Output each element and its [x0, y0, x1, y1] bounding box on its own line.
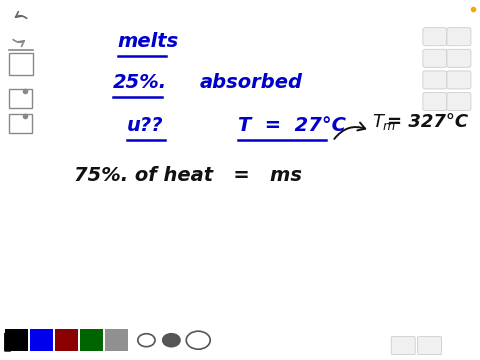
Text: 75%. of heat   =   ms: 75%. of heat = ms: [74, 166, 302, 185]
FancyBboxPatch shape: [447, 49, 471, 67]
Text: 25%.: 25%.: [113, 73, 167, 92]
Bar: [55, 329, 78, 351]
Circle shape: [163, 334, 180, 347]
FancyBboxPatch shape: [447, 28, 471, 46]
Text: = 327°C: = 327°C: [387, 113, 468, 131]
Bar: [80, 329, 103, 351]
Text: u??: u??: [127, 116, 164, 135]
FancyBboxPatch shape: [423, 28, 447, 46]
FancyBboxPatch shape: [418, 337, 442, 355]
FancyBboxPatch shape: [423, 49, 447, 67]
Text: $T_m$: $T_m$: [372, 112, 396, 132]
FancyBboxPatch shape: [423, 93, 447, 111]
FancyArrowPatch shape: [334, 122, 365, 139]
Bar: [105, 329, 128, 351]
Bar: [30, 329, 53, 351]
Text: T  =  27°C: T = 27°C: [238, 116, 346, 135]
Bar: [9, 114, 32, 133]
Bar: [5, 329, 28, 351]
Bar: [9, 89, 32, 108]
FancyBboxPatch shape: [447, 93, 471, 111]
Text: melts: melts: [118, 32, 179, 51]
Polygon shape: [5, 333, 11, 351]
Text: absorbed: absorbed: [199, 73, 302, 92]
FancyBboxPatch shape: [423, 71, 447, 89]
FancyBboxPatch shape: [447, 71, 471, 89]
Bar: [9, 53, 33, 75]
FancyBboxPatch shape: [391, 337, 415, 355]
